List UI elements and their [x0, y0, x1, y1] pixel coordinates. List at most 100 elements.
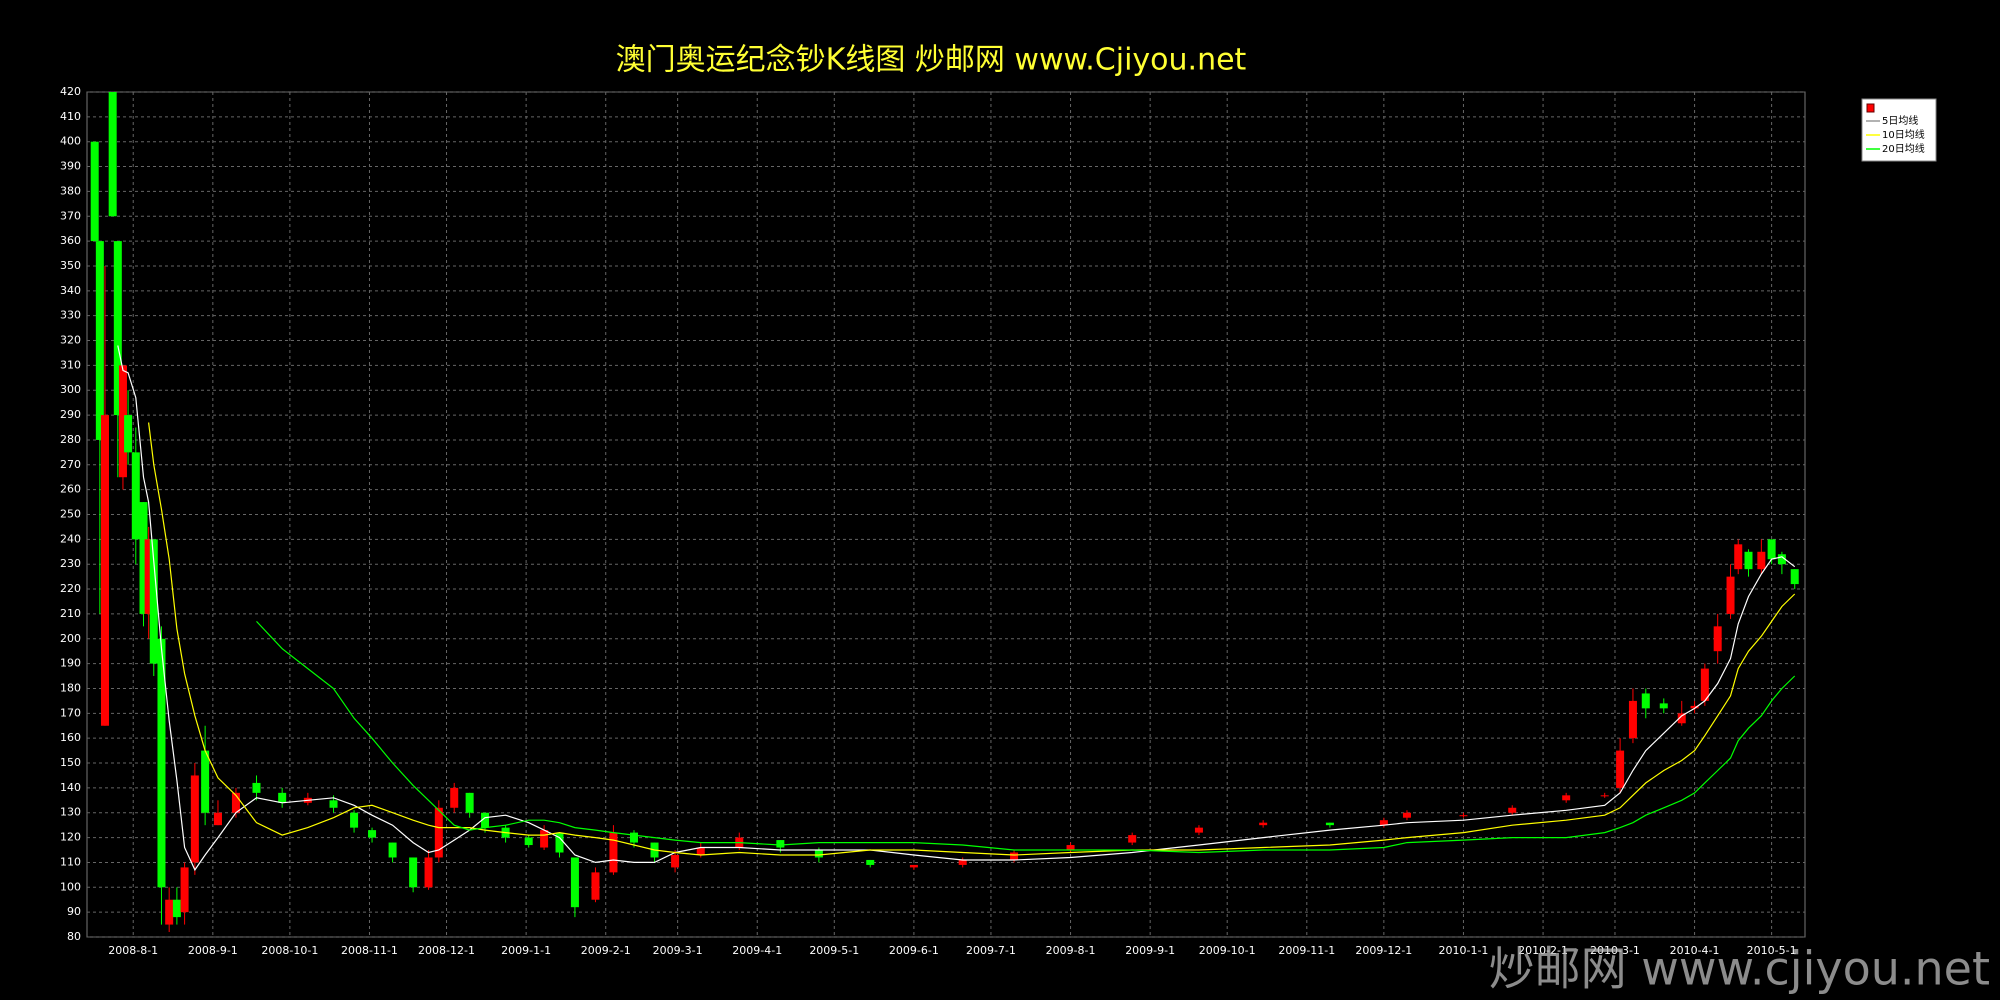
candle-body	[1459, 815, 1468, 817]
x-tick-label: 2009-2-1	[581, 944, 631, 957]
candle-body	[434, 807, 443, 858]
candle-body	[1734, 544, 1743, 570]
candle-body	[1744, 551, 1753, 570]
candle-body	[776, 840, 785, 848]
candle-body	[1659, 703, 1668, 709]
candle-body	[131, 452, 140, 540]
y-tick-label: 370	[60, 209, 81, 222]
y-tick-label: 100	[60, 880, 81, 893]
y-tick-label: 220	[60, 582, 81, 595]
y-tick-label: 90	[67, 905, 81, 918]
x-tick-label: 2009-6-1	[889, 944, 939, 957]
x-tick-label: 2009-10-1	[1199, 944, 1256, 957]
candle-body	[629, 832, 638, 843]
candle-body	[909, 864, 918, 868]
candle-body	[1010, 852, 1019, 860]
x-tick-label: 2008-11-1	[341, 944, 398, 957]
candle-body	[108, 92, 117, 217]
candle-body	[409, 857, 418, 888]
candle-body	[1628, 700, 1637, 739]
candle-body	[1508, 807, 1517, 813]
watermark: 炒邮网 www.cjiyou.net	[1489, 942, 1990, 996]
ma-line	[256, 620, 1796, 854]
x-tick-label: 2008-9-1	[188, 944, 238, 957]
y-tick-label: 80	[67, 930, 81, 943]
candle-body	[149, 539, 158, 664]
candle-body	[388, 842, 397, 858]
x-tick-label: 2010-4-1	[1670, 944, 1720, 957]
ma-line	[117, 345, 1796, 872]
candle-body	[144, 539, 153, 614]
candle-body	[165, 899, 174, 925]
y-tick-label: 340	[60, 284, 81, 297]
candle-body	[190, 775, 199, 863]
candle-body	[329, 800, 338, 808]
x-tick-label: 2009-11-1	[1278, 944, 1335, 957]
y-tick-label: 390	[60, 160, 81, 173]
candle-body	[100, 415, 109, 726]
candle-body	[201, 750, 210, 813]
legend-label: 20日均线	[1882, 142, 1925, 155]
candle-body	[570, 857, 579, 908]
candle-body	[213, 812, 222, 826]
candle-body	[958, 859, 967, 865]
x-tick-label: 2010-2-1	[1518, 944, 1568, 957]
legend-candle-icon	[1866, 103, 1875, 113]
candle-body	[1402, 812, 1411, 818]
candle-body	[866, 859, 875, 865]
candle-body	[1677, 713, 1686, 724]
y-tick-label: 360	[60, 234, 81, 247]
candle-body	[1726, 576, 1735, 614]
x-tick-label: 2008-10-1	[261, 944, 318, 957]
y-tick-label: 410	[60, 110, 81, 123]
candle-body	[1379, 820, 1388, 826]
candle-body	[555, 832, 564, 853]
candle-body	[1616, 750, 1625, 788]
y-tick-label: 350	[60, 259, 81, 272]
candle-body	[1757, 551, 1766, 570]
y-tick-label: 260	[60, 483, 81, 496]
candle-body	[252, 782, 261, 793]
candle-body	[1066, 845, 1075, 851]
candle-body	[1777, 554, 1786, 565]
candle-body	[124, 415, 133, 453]
x-tick-label: 2010-3-1	[1590, 944, 1640, 957]
candle-body	[540, 830, 549, 848]
chart-title: 澳门奥运纪念钞K线图 炒邮网 www.Cjiyou.net	[616, 43, 1247, 78]
candle-body	[671, 854, 680, 868]
x-tick-label: 2009-9-1	[1125, 944, 1175, 957]
y-tick-label: 290	[60, 408, 81, 421]
candle-body	[118, 365, 127, 478]
y-tick-label: 110	[60, 855, 81, 868]
y-tick-label: 140	[60, 781, 81, 794]
candle-body	[591, 872, 600, 900]
x-tick-label: 2009-3-1	[653, 944, 703, 957]
candle-body	[113, 241, 122, 416]
candle-body	[180, 867, 189, 913]
y-tick-label: 190	[60, 657, 81, 670]
ma-line	[148, 422, 1796, 856]
y-tick-label: 380	[60, 184, 81, 197]
candle-body	[278, 792, 287, 803]
x-tick-label: 2010-5-1	[1747, 944, 1797, 957]
candle-body	[814, 850, 823, 858]
y-tick-label: 210	[60, 607, 81, 620]
y-tick-label: 230	[60, 557, 81, 570]
x-tick-label: 2008-12-1	[418, 944, 475, 957]
candle-body	[465, 792, 474, 813]
candle-body	[609, 832, 618, 873]
y-tick-label: 250	[60, 508, 81, 521]
candle-body	[1259, 822, 1268, 826]
candle-body	[1325, 822, 1334, 826]
candle-body	[139, 502, 148, 614]
y-tick-label: 280	[60, 433, 81, 446]
candle-body	[1713, 626, 1722, 652]
y-tick-label: 200	[60, 632, 81, 645]
x-tick-label: 2009-1-1	[501, 944, 551, 957]
x-tick-label: 2009-4-1	[732, 944, 782, 957]
y-tick-label: 330	[60, 309, 81, 322]
y-tick-label: 130	[60, 806, 81, 819]
y-tick-label: 420	[60, 85, 81, 98]
